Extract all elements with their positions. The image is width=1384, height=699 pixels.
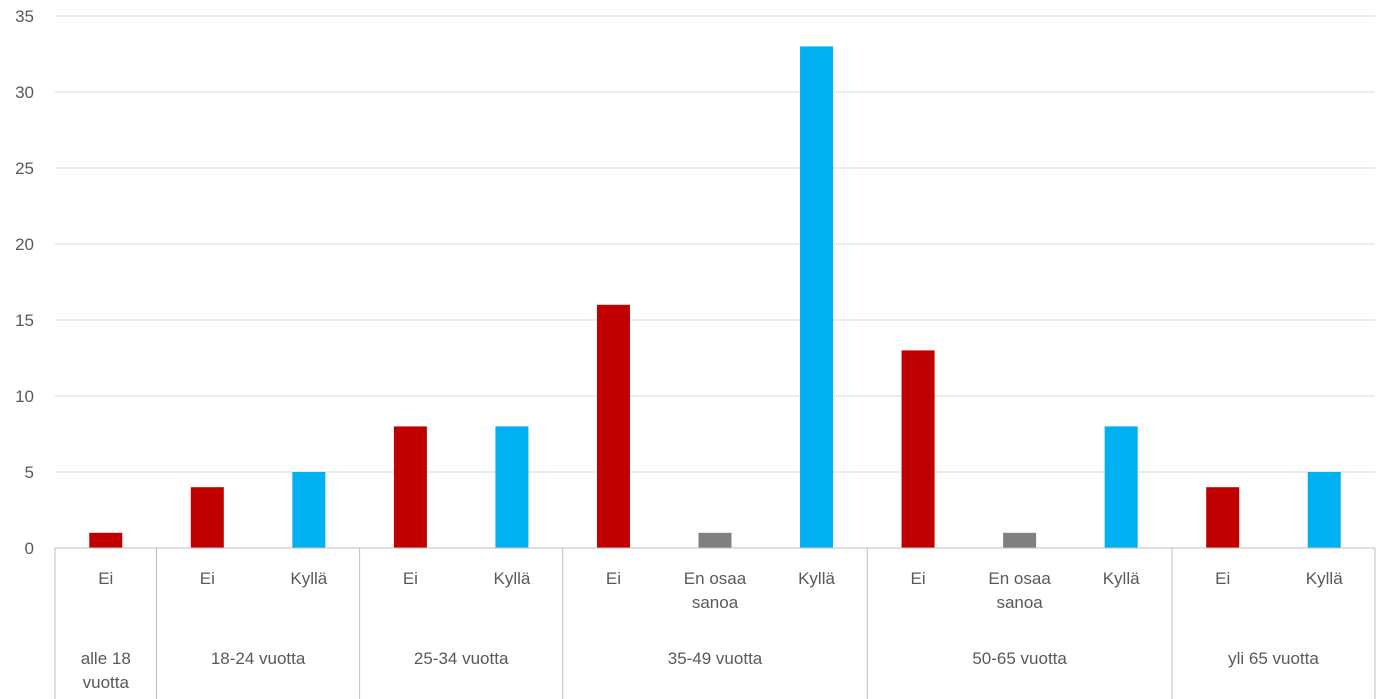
gridlines <box>55 15 1375 473</box>
x-category-label: En osaa <box>988 569 1051 588</box>
x-group-label: 25-34 vuotta <box>414 649 509 668</box>
x-group-label: alle 18 <box>81 649 131 668</box>
y-tick-label: 15 <box>15 311 34 330</box>
x-category-label: Ei <box>911 569 926 588</box>
y-tick-label: 20 <box>15 235 34 254</box>
x-category-label: Ei <box>98 569 113 588</box>
y-tick-label: 25 <box>15 159 34 178</box>
bar-35-49-vuotta-en-osaa-sanoa <box>698 532 732 548</box>
bar-35-49-vuotta-ei <box>596 304 630 548</box>
x-group-label: vuotta <box>83 673 130 692</box>
x-axis: Ei alle 18 vuotta Ei Kyllä 18-24 vuotta Ei Kyll… <box>54 547 1376 699</box>
x-category-label: Kyllä <box>1306 569 1343 588</box>
bar-yli-65-vuotta-kyll <box>1307 472 1341 548</box>
bar-18-24-vuotta-ei <box>190 487 224 548</box>
y-tick-label: 30 <box>15 83 34 102</box>
x-category-label: Kyllä <box>798 569 835 588</box>
x-category-label: sanoa <box>996 593 1043 612</box>
x-group-label: 35-49 vuotta <box>668 649 763 668</box>
x-category-label: Ei <box>606 569 621 588</box>
x-group-label: 50-65 vuotta <box>972 649 1067 668</box>
x-category-label: En osaa <box>684 569 747 588</box>
x-category-label: sanoa <box>692 593 739 612</box>
x-category-label: Ei <box>403 569 418 588</box>
bar-25-34-vuotta-ei <box>393 426 427 548</box>
bar-18-24-vuotta-kyll <box>292 472 326 548</box>
x-group-label: yli 65 vuotta <box>1228 649 1319 668</box>
bar-50-65-vuotta-ei <box>901 350 935 548</box>
x-category-label: Kyllä <box>493 569 530 588</box>
x-category-label: Kyllä <box>1103 569 1140 588</box>
bar-alle-18-vuotta-ei <box>89 532 123 548</box>
bar-50-65-vuotta-en-osaa-sanoa <box>1003 532 1037 548</box>
bar-yli-65-vuotta-ei <box>1206 487 1240 548</box>
y-tick-label: 5 <box>25 463 34 482</box>
x-category-label: Ei <box>1215 569 1230 588</box>
y-tick-label: 10 <box>15 387 34 406</box>
bar-35-49-vuotta-kyll <box>800 46 834 549</box>
y-tick-label: 0 <box>25 539 34 558</box>
bar-50-65-vuotta-kyll <box>1104 426 1138 548</box>
x-category-label: Ei <box>200 569 215 588</box>
y-axis-ticks: 0 5 10 15 20 25 30 35 <box>15 7 34 558</box>
bar-25-34-vuotta-kyll <box>495 426 529 548</box>
x-category-label: Kyllä <box>290 569 327 588</box>
x-group-label: 18-24 vuotta <box>211 649 306 668</box>
y-tick-label: 35 <box>15 7 34 26</box>
bars <box>89 46 1341 549</box>
